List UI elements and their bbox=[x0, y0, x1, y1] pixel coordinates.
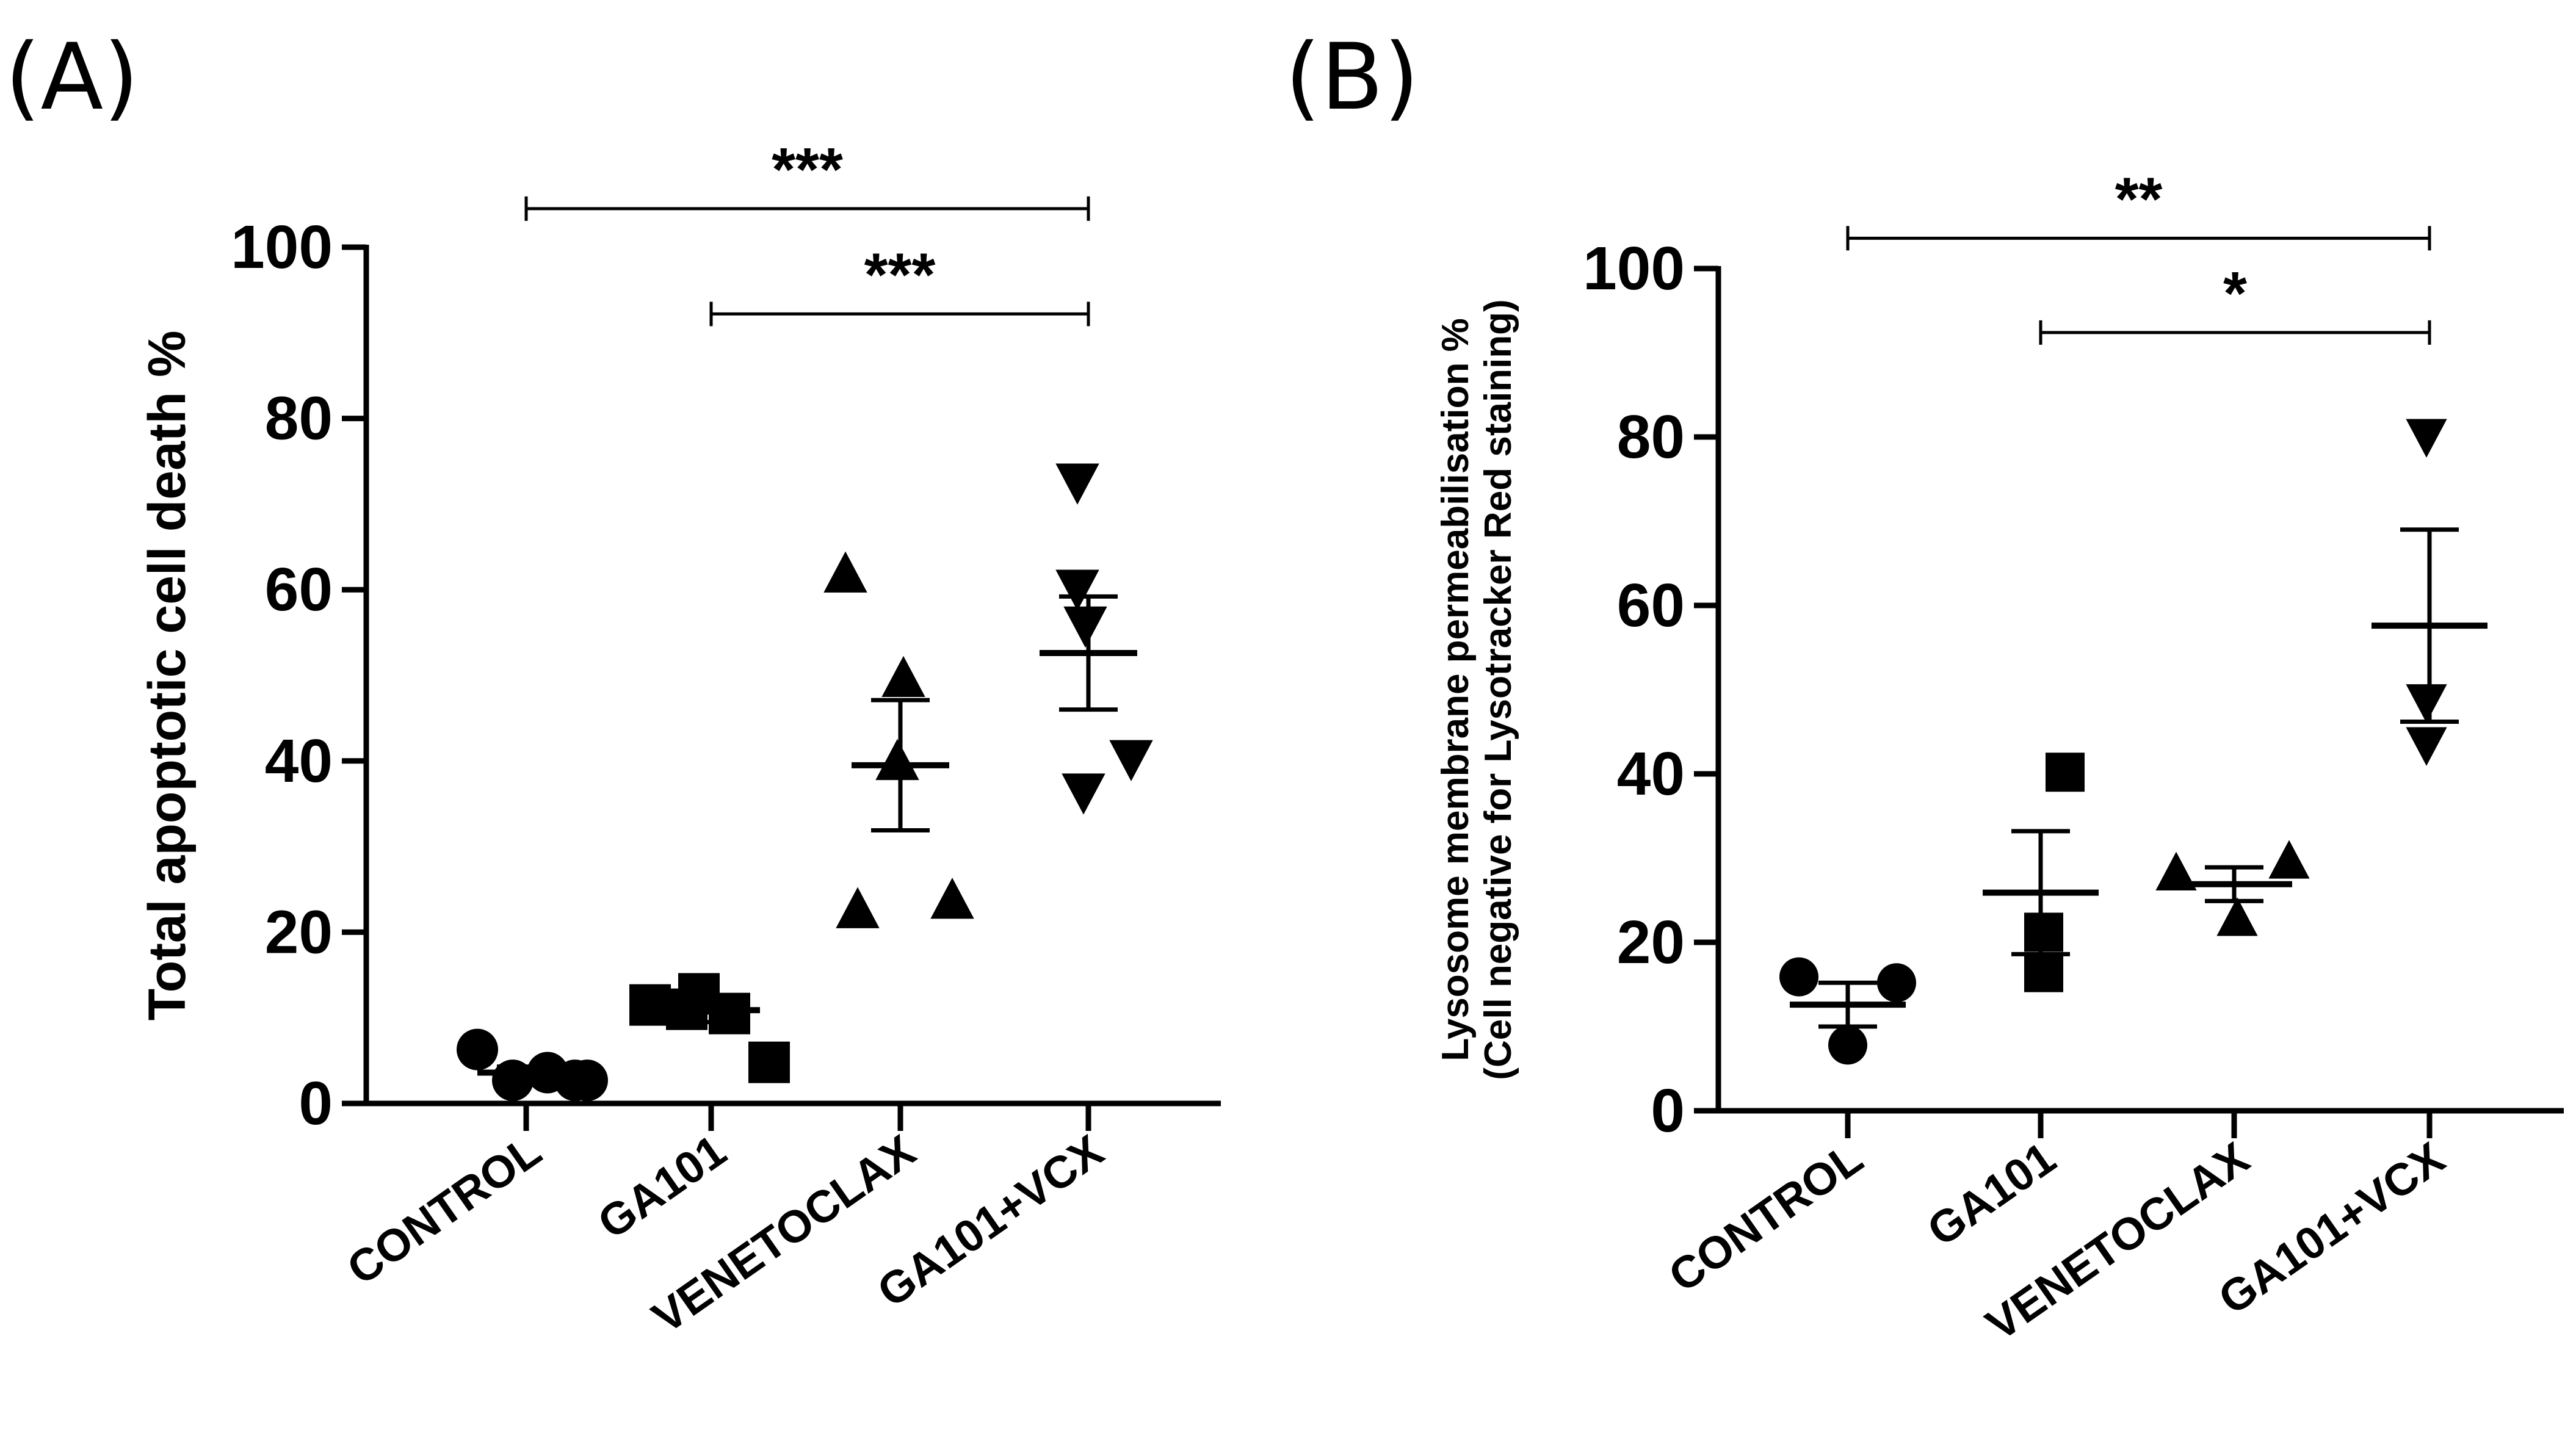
data-point bbox=[1779, 957, 1818, 997]
data-point bbox=[875, 738, 919, 781]
data-point bbox=[823, 551, 867, 593]
y-tick-label: 0 bbox=[1651, 1077, 1685, 1145]
y-tick-label: 40 bbox=[1617, 740, 1685, 808]
x-tick-label: CONTROL bbox=[1660, 1132, 1872, 1302]
panel-b-chart: 0 20 40 60 80 100 Lysosome membrane permeabili… bbox=[1435, 165, 2564, 1350]
data-point bbox=[836, 887, 880, 928]
data-point bbox=[1055, 569, 1099, 611]
y-tick-label: 60 bbox=[1617, 571, 1685, 640]
y-tick-label: 0 bbox=[298, 1069, 333, 1138]
data-point bbox=[1109, 740, 1153, 781]
y-tick-label: 20 bbox=[1617, 908, 1685, 977]
data-point bbox=[881, 655, 925, 698]
data-point bbox=[2046, 753, 2085, 792]
data-point bbox=[930, 878, 974, 919]
data-point bbox=[2406, 419, 2447, 458]
data-point bbox=[2024, 912, 2063, 952]
y-axis-label: Total apoptotic cell death % bbox=[138, 331, 197, 1021]
data-point bbox=[1055, 463, 1099, 505]
significance-label: * bbox=[2223, 259, 2247, 328]
x-tick-label: CONTROL bbox=[338, 1125, 550, 1294]
panel-b-letter: (B) bbox=[1285, 24, 1419, 131]
data-point bbox=[2216, 897, 2258, 936]
panel-a-chart: 0 20 40 60 80 100 Total apoptotic cell death %… bbox=[138, 135, 1221, 1343]
data-point bbox=[1828, 1025, 1867, 1065]
data-point bbox=[1877, 963, 1916, 1003]
x-tick-label: GA101 bbox=[589, 1125, 736, 1248]
data-point bbox=[2268, 840, 2310, 879]
data-point bbox=[1062, 773, 1105, 815]
data-point bbox=[2406, 727, 2447, 766]
y-axis-label: Lysosome membrane permeabilisation % bbox=[1435, 318, 1477, 1061]
y-tick-label: 20 bbox=[265, 898, 333, 966]
y-tick-label: 40 bbox=[265, 727, 333, 795]
data-point bbox=[748, 1041, 790, 1083]
y-tick-label: 60 bbox=[265, 555, 333, 624]
significance-label: ** bbox=[2115, 165, 2163, 233]
x-tick-label: GA101 bbox=[1919, 1132, 2065, 1255]
y-tick-label: 100 bbox=[1583, 234, 1685, 303]
y-axis-label-secondary: (Cell negative for Lysotracker Red stain… bbox=[1477, 299, 1519, 1080]
significance-label: *** bbox=[772, 135, 843, 204]
y-tick-label: 100 bbox=[231, 213, 333, 281]
data-point bbox=[2155, 851, 2197, 890]
y-tick-label: 80 bbox=[1617, 403, 1685, 471]
data-point bbox=[2406, 684, 2447, 723]
y-tick-label: 80 bbox=[265, 384, 333, 453]
data-point bbox=[629, 984, 671, 1026]
significance-label: *** bbox=[864, 240, 936, 309]
data-point bbox=[1063, 606, 1107, 648]
data-point bbox=[457, 1028, 498, 1070]
data-point bbox=[566, 1060, 608, 1102]
data-point bbox=[2024, 953, 2063, 992]
panel-a-letter: (A) bbox=[5, 24, 139, 131]
